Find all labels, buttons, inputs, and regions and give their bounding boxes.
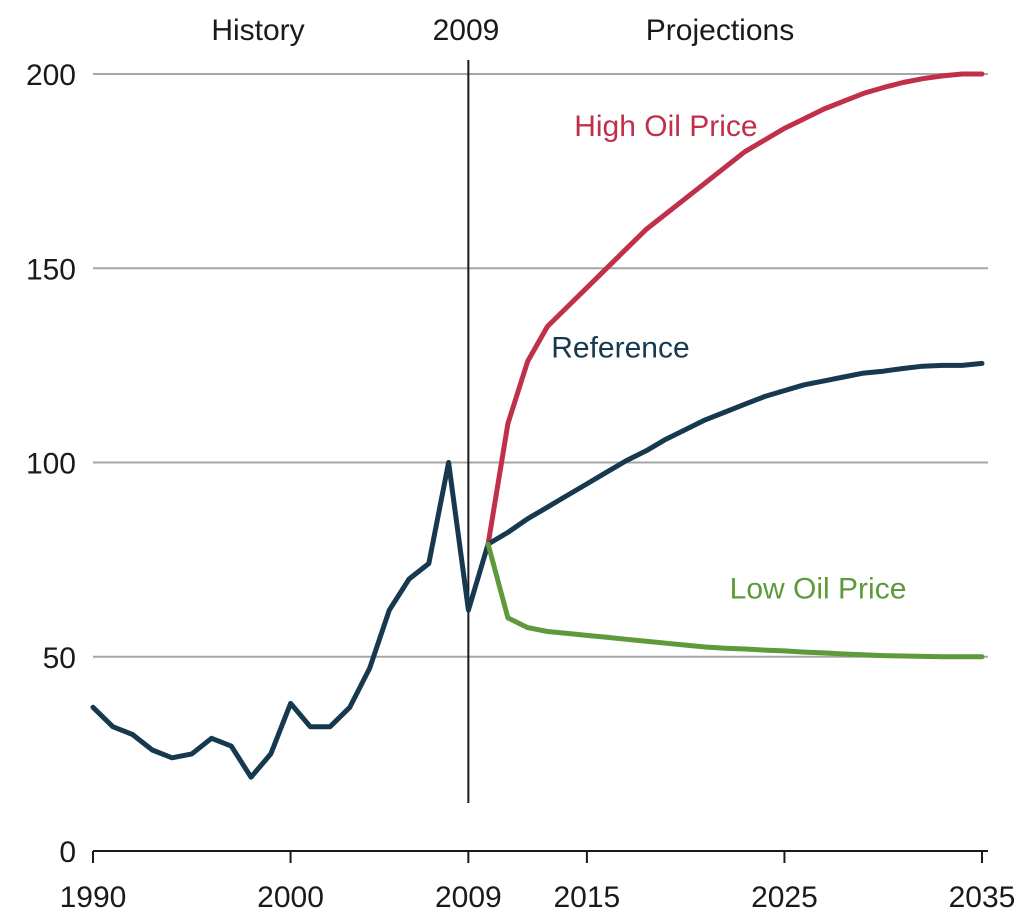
x-tick-label-2015: 2015 (554, 881, 621, 914)
x-tick-label-2035: 2035 (949, 881, 1016, 914)
axes: 0 50 100 150 200 1990 2000 2009 2015 2025 2035 (26, 59, 1015, 914)
history-header-label: History (211, 14, 304, 47)
series-label-high-oil-price: High Oil Price (574, 110, 757, 143)
x-tick-label-1990: 1990 (60, 881, 127, 914)
x-tick-label-2025: 2025 (751, 881, 818, 914)
series-lines (90, 71, 985, 780)
split-year-header-label: 2009 (433, 14, 500, 47)
y-tick-label-0: 0 (59, 836, 76, 869)
series-labels: High Oil Price Reference Low Oil Price (551, 110, 906, 605)
projections-header-label: Projections (646, 14, 794, 47)
series-line-reference (90, 360, 985, 780)
series-line-high-oil-price (485, 71, 985, 547)
x-tick-label-2000: 2000 (257, 881, 324, 914)
series-label-low-oil-price: Low Oil Price (730, 572, 907, 605)
y-tick-label-200: 200 (26, 59, 76, 92)
series-line-low-oil-price (485, 541, 985, 660)
gridlines (93, 73, 988, 658)
y-tick-label-100: 100 (26, 448, 76, 481)
x-tick-label-2009: 2009 (435, 881, 502, 914)
series-label-reference: Reference (551, 332, 689, 365)
y-tick-label-50: 50 (43, 642, 76, 675)
y-tick-label-150: 150 (26, 253, 76, 286)
